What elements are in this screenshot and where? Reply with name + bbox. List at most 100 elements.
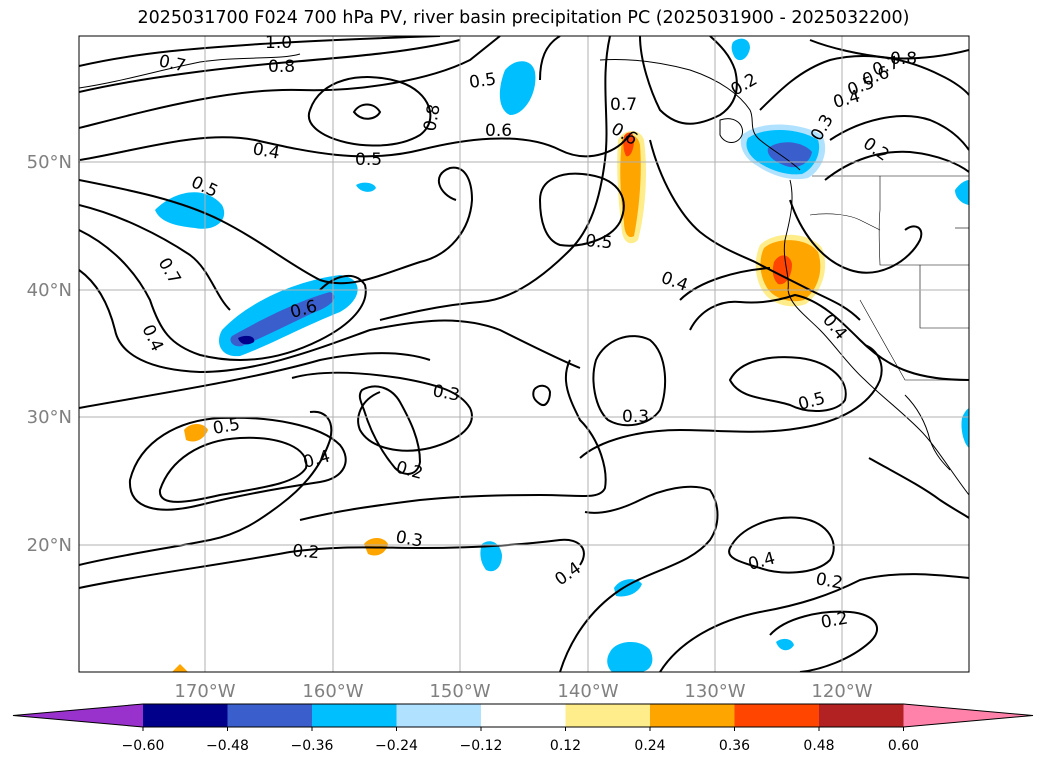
pv-contour: [538, 172, 625, 247]
lon-label: 150°W: [429, 681, 490, 702]
pv-contour: [128, 416, 347, 511]
shade-neg-small-2: [776, 638, 794, 651]
pv-contour: [358, 385, 422, 475]
pv-contour: [79, 39, 461, 93]
shade-neg-northpacific: [499, 61, 536, 115]
contour-label: 0.3: [622, 407, 649, 427]
contour-label: 0.5: [585, 231, 614, 253]
colorbar-tick-label: −0.24: [375, 738, 418, 754]
pv-contour: [728, 356, 847, 412]
colorbar-segment: [819, 704, 904, 727]
colorbar-tick-label: −0.36: [291, 738, 334, 754]
shade-neg-south: [607, 641, 653, 672]
contour-label: 0.6: [485, 121, 512, 141]
pv-contours: [79, 36, 969, 672]
colorbar: −0.60 −0.48 −0.36 −0.24 −0.12 0.12 0.24 0.36 0.4…: [12, 703, 1034, 754]
colorbar-segment: [227, 704, 313, 727]
gridlines: [79, 36, 969, 672]
pv-contour: [79, 229, 367, 361]
contour-label: 0.2: [819, 609, 849, 633]
colorbar-ticks: −0.60 −0.48 −0.36 −0.24 −0.12 0.12 0.24 0.36 0.4…: [122, 727, 919, 754]
shade-pos-gulf-strip-mid: [620, 135, 641, 238]
pv-contour: [307, 76, 432, 147]
contour-label: 0.3: [394, 527, 424, 551]
coastline: [79, 53, 301, 89]
colorbar-segments: [13, 704, 1033, 727]
pv-contour: [79, 135, 629, 161]
pv-contour: [689, 293, 969, 381]
shade-neg-hawaii-east: [480, 541, 502, 572]
pv-contour: [79, 352, 431, 409]
border: [859, 299, 969, 381]
shade-neg-edge-2: [961, 408, 969, 448]
lon-axis: 170°W 160°W 150°W 140°W 130°W 120°W: [174, 681, 872, 702]
pv-contour: [299, 359, 607, 521]
contour-label: 1.0: [265, 33, 292, 53]
lon-label: 130°W: [684, 681, 745, 702]
contour-label: 0.5: [355, 150, 382, 170]
pv-contour: [79, 538, 585, 589]
shade-neg-edge-1: [955, 180, 969, 205]
colorbar-segment: [481, 704, 566, 727]
pv-contour: [829, 115, 969, 151]
pv-contour: [291, 371, 473, 452]
pv-contour: [352, 103, 382, 120]
pv-contour: [79, 166, 474, 285]
pv-contour: [79, 269, 581, 374]
lon-label: 140°W: [557, 681, 618, 702]
pv-contour: [649, 139, 861, 321]
colorbar-tick-label: 0.12: [550, 738, 581, 754]
pv-contour: [79, 36, 501, 129]
map-title: 2025031700 F024 700 hPa PV, river basin …: [137, 8, 910, 28]
colorbar-segment: [13, 704, 143, 727]
contour-label: 0.5: [468, 69, 498, 93]
border: [878, 176, 969, 266]
coastline: [783, 179, 969, 496]
pv-contour: [532, 384, 552, 406]
pv-contour: [579, 344, 883, 459]
coastline: [719, 118, 744, 143]
colorbar-segment: [734, 704, 820, 727]
shade-neg-alaska: [731, 38, 750, 61]
border: [919, 265, 969, 329]
shade-neg-dateline-center: [238, 335, 255, 345]
contour-label: 0.8: [268, 57, 295, 77]
contour-label: 0.2: [814, 569, 844, 593]
lon-label: 120°W: [811, 681, 872, 702]
contour-label: 0.8: [890, 49, 917, 69]
colorbar-segment: [312, 704, 397, 727]
shade-neg-bc-core: [767, 142, 812, 168]
pv-contour: [769, 610, 878, 672]
pv-contour: [592, 335, 667, 427]
borders: [809, 175, 969, 381]
colorbar-tick-label: 0.48: [803, 738, 834, 754]
colorbar-tick-label: −0.48: [206, 738, 249, 754]
colorbar-tick-label: 0.36: [719, 738, 750, 754]
pv-contour: [868, 457, 969, 519]
pv-contour: [539, 36, 561, 81]
lon-label: 170°W: [174, 681, 235, 702]
shade-neg-small-1: [356, 182, 376, 192]
colorbar-segment: [903, 704, 1033, 727]
colorbar-segment: [565, 704, 651, 727]
lat-label: 30°N: [27, 407, 72, 428]
colorbar-tick-label: 0.60: [888, 738, 919, 754]
colorbar-tick-label: −0.60: [122, 738, 165, 754]
colorbar-segment: [396, 704, 482, 727]
colorbar-tick-label: 0.24: [634, 738, 665, 754]
colorbar-segment: [650, 704, 735, 727]
pv-contour: [659, 573, 969, 672]
contour-label: 0.3: [431, 381, 461, 405]
contour-label: 0.2: [292, 541, 321, 563]
pv-contour: [79, 410, 333, 566]
contour-label: 0.4: [251, 139, 281, 163]
shade-pos-west-1: [184, 424, 208, 442]
lat-label: 50°N: [27, 152, 72, 173]
shade-neg-dateline-core: [230, 292, 335, 347]
pv-contour: [809, 39, 969, 60]
shade-pos-south-tip: [172, 664, 188, 672]
pv-contour: [559, 485, 719, 672]
colorbar-tick-label: −0.12: [460, 738, 503, 754]
contour-label: 0.8: [420, 103, 444, 133]
coastlines: [79, 53, 969, 496]
